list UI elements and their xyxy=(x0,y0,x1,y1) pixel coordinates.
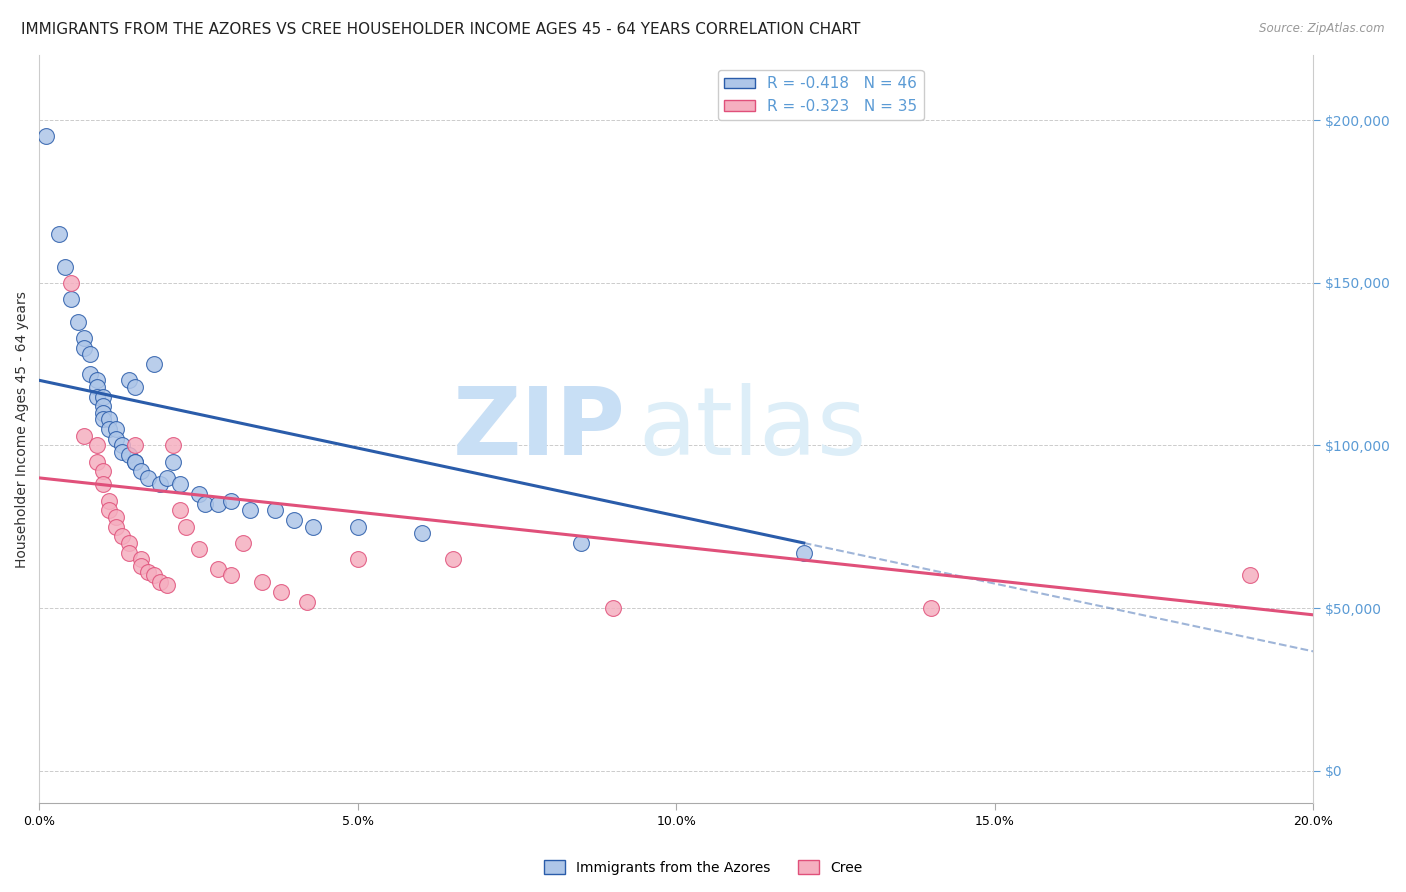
Point xyxy=(219,568,242,582)
Point xyxy=(98,503,121,517)
Text: ZIP: ZIP xyxy=(453,384,626,475)
Point xyxy=(136,471,159,485)
Point xyxy=(73,428,96,442)
Point xyxy=(239,503,262,517)
Point xyxy=(79,347,101,361)
Y-axis label: Householder Income Ages 45 - 64 years: Householder Income Ages 45 - 64 years xyxy=(15,291,30,567)
Point xyxy=(443,552,465,566)
Point xyxy=(569,536,592,550)
Point xyxy=(91,406,114,420)
Point xyxy=(347,519,370,533)
Point xyxy=(295,594,318,608)
Point xyxy=(131,464,153,478)
Point xyxy=(207,562,229,576)
Point xyxy=(73,341,96,355)
Point xyxy=(35,129,58,144)
Point xyxy=(104,432,127,446)
Point xyxy=(53,260,76,274)
Legend: Immigrants from the Azores, Cree: Immigrants from the Azores, Cree xyxy=(538,855,868,880)
Point xyxy=(117,546,139,560)
Text: Source: ZipAtlas.com: Source: ZipAtlas.com xyxy=(1260,22,1385,36)
Point xyxy=(86,390,108,404)
Point xyxy=(264,503,287,517)
Point xyxy=(91,400,114,414)
Point xyxy=(91,477,114,491)
Point xyxy=(111,445,134,459)
Point xyxy=(86,438,108,452)
Point xyxy=(48,227,70,241)
Point xyxy=(60,292,83,306)
Point xyxy=(207,497,229,511)
Point xyxy=(149,574,172,589)
Point xyxy=(60,276,83,290)
Point xyxy=(602,601,624,615)
Point xyxy=(111,438,134,452)
Point xyxy=(86,455,108,469)
Point xyxy=(149,477,172,491)
Point xyxy=(131,552,153,566)
Point xyxy=(124,455,146,469)
Point xyxy=(187,487,209,501)
Point xyxy=(252,574,274,589)
Point xyxy=(270,584,292,599)
Point xyxy=(156,471,179,485)
Point xyxy=(91,464,114,478)
Point xyxy=(66,315,89,329)
Point xyxy=(1239,568,1261,582)
Point xyxy=(169,477,191,491)
Point xyxy=(91,390,114,404)
Point xyxy=(162,438,184,452)
Point xyxy=(174,519,197,533)
Point xyxy=(920,601,942,615)
Point xyxy=(219,493,242,508)
Point xyxy=(98,422,121,436)
Point xyxy=(86,373,108,387)
Point xyxy=(156,578,179,592)
Point xyxy=(104,422,127,436)
Point xyxy=(411,526,433,541)
Point xyxy=(86,380,108,394)
Point xyxy=(187,542,209,557)
Point xyxy=(169,503,191,517)
Point xyxy=(98,493,121,508)
Point xyxy=(124,455,146,469)
Point xyxy=(194,497,217,511)
Point xyxy=(232,536,254,550)
Text: atlas: atlas xyxy=(638,384,866,475)
Point xyxy=(104,519,127,533)
Point xyxy=(98,412,121,426)
Point xyxy=(143,568,166,582)
Point xyxy=(117,373,139,387)
Point xyxy=(124,438,146,452)
Point xyxy=(117,536,139,550)
Point xyxy=(793,546,815,560)
Text: IMMIGRANTS FROM THE AZORES VS CREE HOUSEHOLDER INCOME AGES 45 - 64 YEARS CORRELA: IMMIGRANTS FROM THE AZORES VS CREE HOUSE… xyxy=(21,22,860,37)
Point xyxy=(143,357,166,371)
Point xyxy=(162,455,184,469)
Point xyxy=(131,558,153,573)
Point xyxy=(73,331,96,345)
Point xyxy=(91,412,114,426)
Point xyxy=(111,529,134,543)
Point xyxy=(79,367,101,381)
Point xyxy=(347,552,370,566)
Point xyxy=(283,513,305,527)
Point xyxy=(302,519,325,533)
Legend: R = -0.418   N = 46, R = -0.323   N = 35: R = -0.418 N = 46, R = -0.323 N = 35 xyxy=(718,70,924,120)
Point xyxy=(136,566,159,580)
Point xyxy=(124,380,146,394)
Point xyxy=(104,510,127,524)
Point xyxy=(117,448,139,462)
